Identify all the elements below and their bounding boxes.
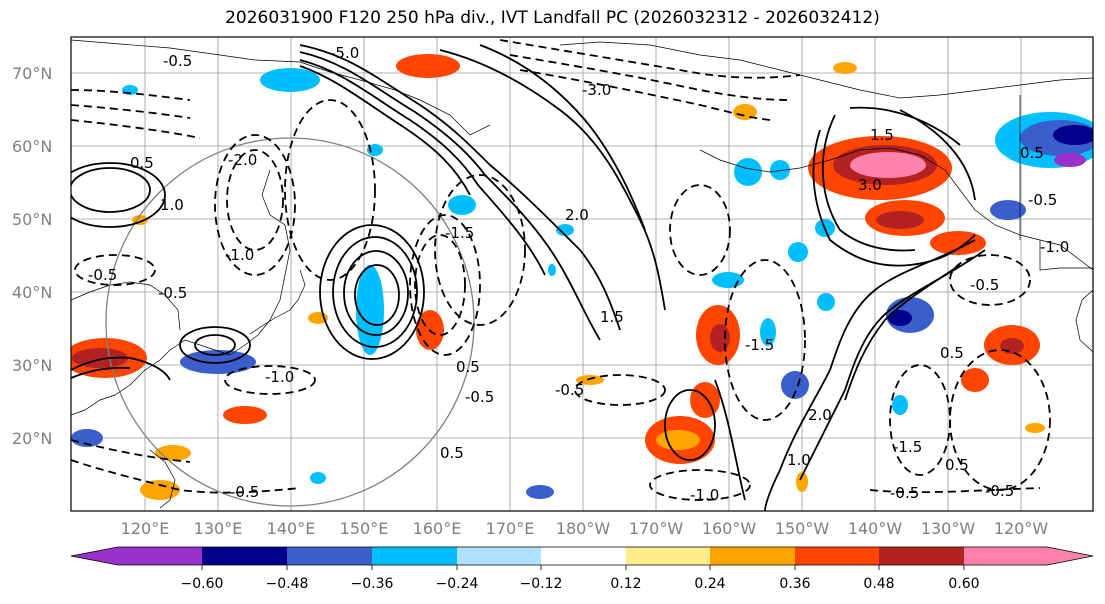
contour-label: 2.0 (565, 206, 589, 224)
contour-label: 0.5 (940, 344, 964, 362)
lon-label: 120°W (994, 519, 1049, 538)
colorbar-segment (964, 547, 1047, 565)
contour-label: -1.5 (445, 224, 474, 242)
lat-label: 20°N (12, 429, 52, 448)
contour-label: -0.5 (1028, 191, 1057, 209)
contour-label: -0.5 (985, 482, 1014, 500)
contour-label: -1.0 (265, 368, 294, 386)
colorbar-segment (287, 547, 372, 565)
contour-label: -2.0 (228, 151, 257, 169)
lon-label: 160°W (702, 519, 757, 538)
lat-label: 40°N (12, 283, 52, 302)
colorbar-segment (795, 547, 879, 565)
contour-label: -0.5 (555, 381, 584, 399)
colorbar-segment (457, 547, 541, 565)
contour-label: -3.0 (582, 81, 611, 99)
contour-label: 0.5 (440, 444, 464, 462)
colorbar-segment (541, 547, 626, 565)
colorbar-segment (202, 547, 287, 565)
contour-label: -5.0 (330, 44, 359, 62)
lat-label: 50°N (12, 210, 52, 229)
lon-label: 160°E (413, 519, 462, 538)
contour-label: 0.5 (1020, 144, 1044, 162)
colorbar-tick-label: −0.24 (436, 576, 479, 592)
colorbar-segment (626, 547, 710, 565)
lon-label: 170°E (486, 519, 535, 538)
contour-label: -1.0 (225, 246, 254, 264)
colorbar-tick-label: 0.12 (610, 576, 641, 592)
colorbar: −0.60 −0.48 −0.36 −0.24 −0.12 0.12 0.24 … (70, 546, 1094, 592)
contour-label: 1.5 (870, 126, 894, 144)
colorbar-outline (70, 546, 1094, 566)
positive-contours (71, 44, 986, 511)
lon-label: 130°E (194, 519, 243, 538)
lon-label: 180°W (556, 519, 611, 538)
contour-label: 1.0 (160, 196, 184, 214)
lon-label: 130°W (921, 519, 976, 538)
contour-labels: -0.5 -5.0 -3.0 -2.0 -1.5 -1.0 0.5 1.0 1.… (88, 44, 1069, 504)
lon-label: 140°W (848, 519, 903, 538)
contour-label: -0.5 (163, 52, 192, 70)
colorbar-segment (71, 547, 118, 565)
map-title: 2026031900 F120 250 hPa div., IVT Landfa… (225, 8, 880, 28)
lon-label: 170°W (629, 519, 684, 538)
contour-label: 0.5 (945, 456, 969, 474)
colorbar-tick-label: −0.48 (266, 576, 309, 592)
colorbar-tick-label: 0.60 (948, 576, 979, 592)
colorbar-tick-label: 0.36 (779, 576, 810, 592)
colorbar-tick-label: 0.48 (863, 576, 894, 592)
contour-label: -1.5 (893, 438, 922, 456)
contour-label: -1.0 (690, 486, 719, 504)
colorbar-segment (1047, 547, 1093, 565)
contour-label: -0.5 (230, 483, 259, 501)
contour-label: -0.5 (970, 276, 999, 294)
lon-label: 140°E (267, 519, 316, 538)
lat-label: 60°N (12, 137, 52, 156)
contour-label: 2.0 (808, 406, 832, 424)
contour-label: -0.5 (890, 484, 919, 502)
great-circle-outline (105, 137, 475, 507)
colorbar-tick-label: 0.24 (694, 576, 725, 592)
contour-label: 0.5 (130, 154, 154, 172)
lon-label: 120°E (121, 519, 170, 538)
longitude-labels: 120°E 130°E 140°E 150°E 160°E 170°E 180°… (121, 519, 1049, 538)
contour-label: 0.5 (456, 358, 480, 376)
lon-label: 150°E (340, 519, 389, 538)
negative-contours (71, 39, 1051, 501)
colorbar-tick-label: −0.36 (351, 576, 394, 592)
colorbar-segment (710, 547, 795, 565)
divergence-shading (71, 54, 1093, 500)
contour-label: 1.0 (787, 451, 811, 469)
contour-label: 3.0 (858, 176, 882, 194)
map-frame (70, 36, 1094, 512)
contour-label: -1.0 (1040, 238, 1069, 256)
contour-label: -0.5 (158, 284, 187, 302)
contour-label: -0.5 (465, 388, 494, 406)
colorbar-segment (118, 547, 202, 565)
latitude-labels: 70°N 60°N 50°N 40°N 30°N 20°N (12, 64, 52, 448)
colorbar-segment (879, 547, 964, 565)
map-background (71, 37, 1093, 511)
coastlines (71, 39, 1093, 509)
contour-label: -0.5 (88, 266, 117, 284)
lat-label: 30°N (12, 356, 52, 375)
contour-label: -1.5 (745, 336, 774, 354)
lon-label: 150°W (775, 519, 830, 538)
colorbar-segment (372, 547, 457, 565)
contour-label: 1.5 (600, 308, 624, 326)
lat-label: 70°N (12, 64, 52, 83)
colorbar-tick-label: −0.12 (520, 576, 563, 592)
colorbar-tick-label: −0.60 (181, 576, 224, 592)
